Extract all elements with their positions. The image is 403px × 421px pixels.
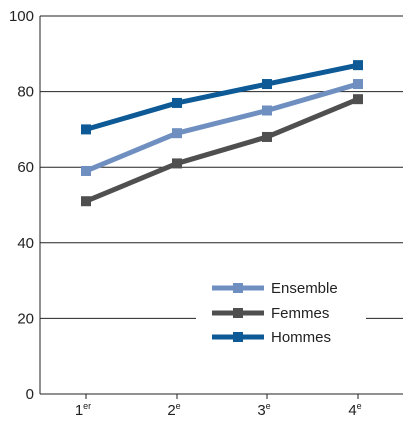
y-tick-label-100: 100 [9, 8, 34, 25]
point-ensemble-1 [81, 165, 91, 176]
series-line-femmes [85, 96, 359, 204]
point-hommes-2 [172, 97, 182, 108]
y-tick-label-20: 20 [17, 310, 34, 327]
point-femmes-3 [262, 131, 272, 142]
legend: Ensemble Femmes Hommes [212, 280, 338, 346]
legend-label-hommes: Hommes [271, 329, 331, 346]
point-ensemble-2 [172, 128, 182, 139]
series-layer [81, 60, 363, 207]
series-line-ensemble [85, 81, 359, 174]
legend-swatch-marker-ensemble [233, 283, 243, 293]
x-tick-label-2: 2e [167, 401, 180, 419]
x-axis-ticks: 1er 2e 3e 4e [75, 394, 362, 419]
y-tick-label-0: 0 [26, 386, 34, 403]
point-ensemble-3 [262, 105, 272, 116]
point-femmes-1 [81, 196, 91, 207]
point-hommes-4 [353, 60, 363, 71]
axes [39, 16, 403, 395]
series-line-hommes [85, 62, 359, 132]
y-axis-ticks: 0 20 40 60 80 100 [9, 8, 34, 403]
point-femmes-4 [353, 94, 363, 105]
x-tick-label-1: 1er [75, 401, 91, 419]
point-hommes-1 [81, 124, 91, 135]
legend-swatch-marker-femmes [233, 308, 243, 318]
legend-label-ensemble: Ensemble [271, 280, 338, 297]
point-ensemble-4 [353, 79, 363, 90]
y-tick-label-40: 40 [17, 235, 34, 252]
legend-swatch-marker-hommes [233, 332, 243, 342]
y-tick-label-60: 60 [17, 159, 34, 176]
point-hommes-3 [262, 79, 272, 90]
y-tick-label-80: 80 [17, 84, 34, 101]
x-tick-label-3: 3e [257, 401, 270, 419]
point-femmes-2 [172, 158, 182, 169]
legend-label-femmes: Femmes [271, 305, 329, 322]
x-tick-label-4: 4e [348, 401, 361, 419]
